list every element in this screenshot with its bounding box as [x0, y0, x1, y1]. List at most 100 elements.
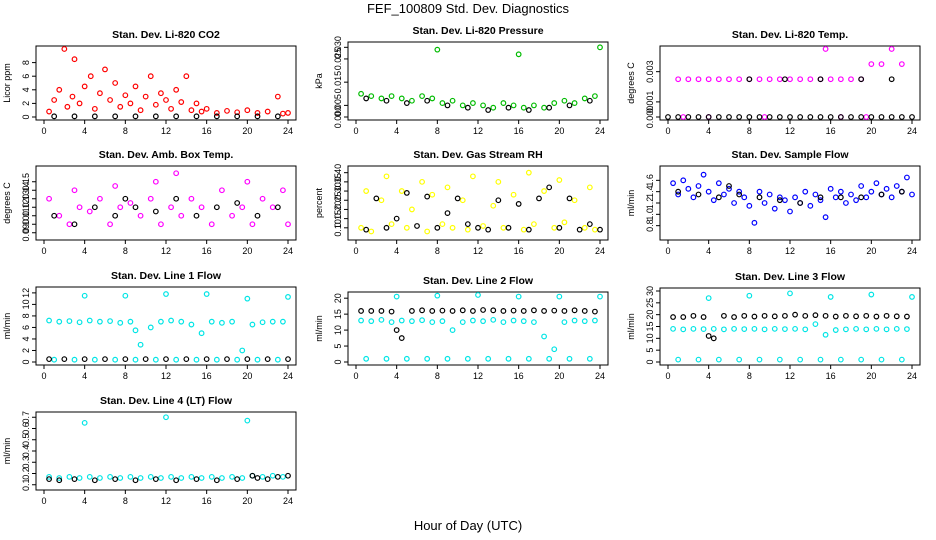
- data-point: [388, 319, 395, 326]
- data-point: [97, 195, 103, 202]
- data-point: [107, 97, 113, 103]
- data-point: [208, 221, 215, 228]
- data-point: [771, 205, 778, 212]
- data-point: [249, 221, 256, 228]
- data-point: [500, 308, 507, 314]
- data-point: [792, 194, 798, 201]
- data-point: [597, 293, 603, 300]
- data-point: [843, 312, 849, 319]
- series-0: [670, 171, 915, 226]
- y-axis-label: ml/min: [314, 315, 324, 342]
- data-point: [117, 103, 124, 110]
- data-point: [525, 107, 532, 113]
- data-point: [893, 313, 900, 320]
- data-point: [112, 212, 119, 219]
- data-point: [520, 104, 527, 111]
- y-tick-label: 0.000: [333, 106, 343, 129]
- plot-frame: [659, 165, 921, 241]
- y-axis-label: ml/min: [626, 313, 636, 340]
- data-point: [383, 224, 390, 231]
- data-point: [480, 102, 486, 109]
- data-point: [152, 208, 159, 215]
- data-point: [505, 355, 512, 362]
- data-point: [409, 318, 415, 325]
- data-point: [56, 86, 63, 93]
- panel-title: Stan. Dev. Sample Flow: [731, 149, 849, 161]
- data-point: [424, 97, 431, 104]
- data-point: [705, 76, 712, 83]
- data-point: [102, 66, 108, 73]
- data-point: [556, 224, 563, 231]
- x-tick-label: 20: [242, 496, 252, 506]
- y-axis-label: Licor ppm: [2, 63, 12, 103]
- data-point: [715, 356, 722, 363]
- series-1: [670, 311, 910, 342]
- y-tick-label: 0.6: [21, 422, 31, 435]
- data-point: [234, 200, 241, 206]
- data-point: [112, 356, 119, 363]
- data-point: [495, 197, 502, 204]
- data-point: [904, 326, 910, 333]
- data-point: [403, 224, 410, 231]
- data-point: [868, 291, 875, 298]
- data-point: [56, 477, 63, 484]
- data-point: [249, 472, 256, 479]
- data-point: [746, 292, 753, 299]
- data-point: [107, 221, 113, 228]
- data-point: [464, 226, 471, 233]
- data-point: [46, 108, 52, 115]
- data-point: [909, 191, 915, 198]
- panel-title: Stan. Dev. Li-820 CO2: [112, 29, 220, 41]
- panel-3: Stan. Dev. Amb. Box Temp. 0 4 8 12 16 20 24 0.09…: [2, 149, 297, 256]
- data-point: [531, 221, 537, 228]
- data-point: [878, 191, 885, 198]
- x-tick-label: 12: [161, 246, 171, 256]
- y-tick-label: 0.2: [21, 467, 31, 480]
- data-point: [541, 188, 547, 194]
- data-point: [726, 185, 732, 192]
- x-tick-label: 24: [595, 371, 605, 381]
- data-point: [71, 221, 78, 228]
- data-point: [51, 113, 58, 120]
- x-tick-label: 0: [665, 246, 670, 256]
- data-point: [285, 356, 291, 363]
- data-point: [520, 318, 527, 325]
- data-point: [710, 335, 717, 342]
- data-point: [705, 188, 712, 195]
- data-point: [556, 293, 563, 300]
- data-point: [193, 100, 200, 107]
- y-tick-label: 0.7: [21, 411, 31, 424]
- data-point: [274, 204, 281, 211]
- data-point: [368, 228, 375, 235]
- data-point: [213, 356, 220, 363]
- data-point: [393, 293, 400, 300]
- data-point: [490, 316, 497, 323]
- series-1: [363, 184, 603, 233]
- y-tick-label: 25: [645, 298, 655, 308]
- data-point: [132, 327, 139, 334]
- data-point: [776, 356, 783, 363]
- data-point: [193, 212, 200, 219]
- data-point: [459, 307, 466, 314]
- data-point: [424, 228, 431, 235]
- data-point: [61, 356, 68, 363]
- x-tick-label: 16: [202, 371, 212, 381]
- data-point: [731, 314, 737, 320]
- figure-title: FEF_100809 Std. Dev. Diagnostics: [367, 1, 570, 16]
- x-tick-label: 0: [665, 371, 670, 381]
- data-point: [112, 80, 119, 86]
- y-tick-label: 0.15: [21, 173, 31, 191]
- data-point: [449, 97, 456, 104]
- data-point: [751, 313, 758, 320]
- data-point: [213, 113, 220, 120]
- data-point: [695, 76, 702, 83]
- data-point: [102, 356, 108, 363]
- data-point: [188, 195, 195, 202]
- data-point: [147, 473, 154, 480]
- x-tick-label: 4: [394, 371, 399, 381]
- data-point: [721, 326, 727, 333]
- data-point: [670, 180, 676, 187]
- data-point: [137, 341, 144, 348]
- data-point: [193, 476, 200, 483]
